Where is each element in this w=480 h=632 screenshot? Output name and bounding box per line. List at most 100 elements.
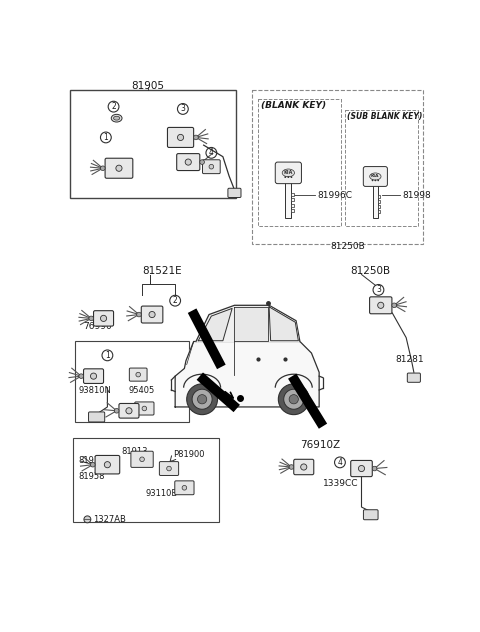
Circle shape — [100, 315, 107, 322]
Circle shape — [142, 406, 147, 411]
Circle shape — [116, 165, 122, 171]
Circle shape — [372, 179, 373, 181]
FancyBboxPatch shape — [363, 167, 387, 186]
FancyBboxPatch shape — [129, 368, 147, 381]
Circle shape — [79, 374, 84, 379]
Circle shape — [377, 179, 379, 181]
FancyBboxPatch shape — [119, 403, 139, 418]
Ellipse shape — [370, 173, 381, 180]
FancyBboxPatch shape — [88, 412, 105, 422]
Circle shape — [90, 463, 95, 467]
Circle shape — [284, 389, 304, 410]
Bar — [73, 438, 219, 523]
Text: 81996C: 81996C — [318, 191, 353, 200]
Text: 93810N: 93810N — [78, 386, 111, 394]
Text: 81521E: 81521E — [142, 265, 181, 276]
Text: 1339CC: 1339CC — [323, 480, 359, 489]
Polygon shape — [175, 341, 319, 407]
FancyBboxPatch shape — [141, 306, 163, 323]
Circle shape — [126, 408, 132, 414]
Circle shape — [136, 372, 141, 377]
Circle shape — [192, 389, 212, 410]
Circle shape — [290, 176, 292, 178]
Text: 3: 3 — [180, 104, 185, 114]
Text: KIA: KIA — [284, 171, 293, 175]
Polygon shape — [234, 307, 267, 341]
Text: 2: 2 — [111, 102, 116, 111]
Text: 81958: 81958 — [78, 471, 105, 481]
Circle shape — [289, 465, 294, 470]
FancyBboxPatch shape — [94, 311, 114, 326]
Circle shape — [300, 464, 307, 470]
Circle shape — [89, 316, 94, 320]
Text: 81250B: 81250B — [331, 242, 365, 252]
Circle shape — [200, 160, 204, 164]
FancyBboxPatch shape — [177, 154, 200, 171]
Text: 3: 3 — [376, 286, 381, 295]
Circle shape — [392, 303, 396, 308]
Bar — [291, 193, 294, 196]
Text: KIA: KIA — [371, 174, 380, 178]
FancyBboxPatch shape — [294, 459, 314, 475]
Bar — [258, 99, 341, 226]
Bar — [71, 90, 236, 198]
Text: 81913: 81913 — [121, 447, 148, 456]
Bar — [285, 181, 291, 218]
Text: 81937: 81937 — [78, 456, 105, 465]
Bar — [291, 198, 294, 202]
Circle shape — [378, 302, 384, 308]
Circle shape — [185, 159, 192, 165]
FancyBboxPatch shape — [370, 297, 392, 313]
Circle shape — [288, 176, 289, 178]
Bar — [75, 341, 189, 422]
Circle shape — [84, 516, 91, 523]
Circle shape — [209, 164, 214, 169]
Circle shape — [278, 384, 309, 415]
Text: 81281: 81281 — [396, 355, 424, 363]
FancyBboxPatch shape — [228, 188, 241, 197]
Text: 4: 4 — [209, 149, 214, 157]
Text: 76990: 76990 — [83, 322, 111, 331]
Bar — [252, 90, 423, 244]
Bar — [378, 210, 380, 213]
Circle shape — [90, 373, 96, 379]
Circle shape — [104, 461, 110, 468]
Bar — [372, 185, 378, 218]
Text: 1: 1 — [104, 133, 108, 142]
Ellipse shape — [282, 169, 295, 177]
Polygon shape — [198, 308, 232, 341]
Bar — [345, 111, 419, 226]
Circle shape — [193, 135, 198, 140]
Circle shape — [197, 394, 207, 404]
Text: 1: 1 — [105, 351, 110, 360]
FancyBboxPatch shape — [95, 456, 120, 474]
Text: 95405: 95405 — [129, 386, 155, 394]
FancyBboxPatch shape — [408, 373, 420, 382]
Text: P81900: P81900 — [173, 450, 204, 459]
Text: (BLANK KEY): (BLANK KEY) — [262, 100, 326, 109]
Text: 81250B: 81250B — [350, 265, 390, 276]
Circle shape — [140, 457, 144, 461]
Circle shape — [167, 466, 171, 471]
Text: 81998: 81998 — [402, 191, 431, 200]
FancyBboxPatch shape — [203, 160, 220, 174]
Text: 81905: 81905 — [132, 81, 165, 91]
Circle shape — [289, 394, 299, 404]
Text: 1327AB: 1327AB — [94, 515, 126, 524]
FancyBboxPatch shape — [363, 510, 378, 520]
Circle shape — [149, 312, 155, 318]
FancyBboxPatch shape — [84, 369, 104, 384]
Circle shape — [114, 408, 119, 413]
Circle shape — [178, 135, 184, 140]
Text: 76910Z: 76910Z — [300, 441, 340, 451]
FancyBboxPatch shape — [135, 402, 154, 415]
Circle shape — [137, 312, 141, 317]
Polygon shape — [196, 305, 300, 341]
Text: 2: 2 — [173, 296, 178, 305]
FancyBboxPatch shape — [175, 481, 194, 495]
Text: (SUB BLANK KEY): (SUB BLANK KEY) — [347, 112, 422, 121]
Circle shape — [100, 166, 105, 171]
Circle shape — [374, 179, 376, 181]
Polygon shape — [269, 307, 299, 341]
FancyBboxPatch shape — [275, 162, 301, 184]
